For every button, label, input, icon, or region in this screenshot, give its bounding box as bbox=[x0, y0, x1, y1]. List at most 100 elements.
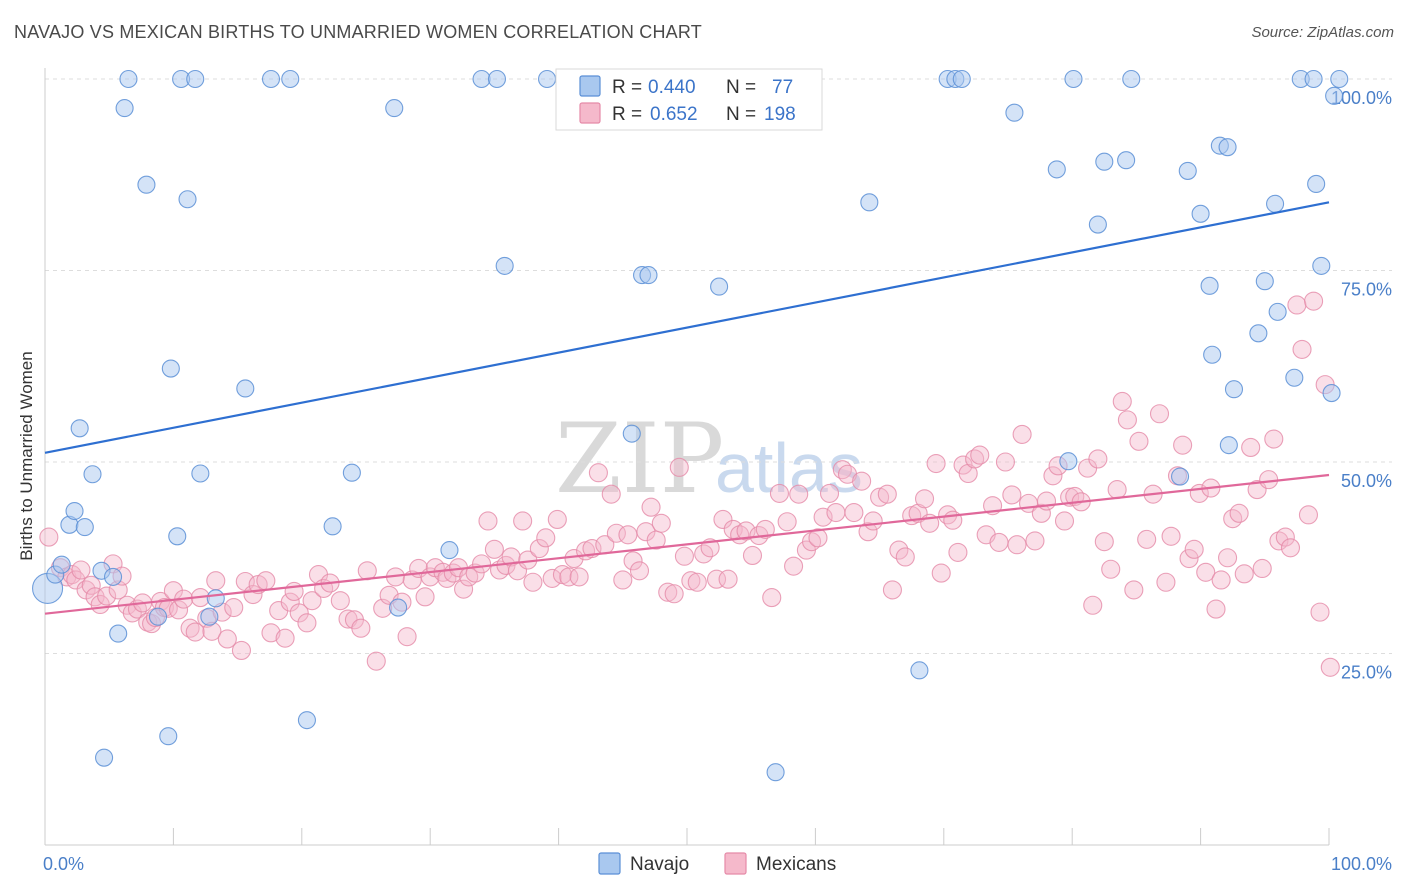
stats-mexicans-r-value: 0.652 bbox=[650, 104, 698, 125]
mexicans-point-164 bbox=[1007, 535, 1027, 555]
navajo-point-5 bbox=[70, 419, 89, 438]
mexicans-point-179 bbox=[1094, 532, 1114, 552]
navajo-point-43 bbox=[766, 763, 785, 782]
navajo-point-70 bbox=[1285, 368, 1304, 387]
x-tick-labels: 0.0% 100.0% bbox=[43, 854, 1392, 874]
mexicans-point-177 bbox=[1083, 595, 1103, 615]
mexicans-point-109 bbox=[669, 457, 689, 477]
navajo-point-12 bbox=[115, 99, 134, 118]
mexicans-point-123 bbox=[755, 519, 775, 539]
navajo-point-68 bbox=[1266, 194, 1285, 213]
mexicans-point-84 bbox=[523, 572, 543, 592]
mexicans-point-192 bbox=[1173, 435, 1193, 455]
mexicans-point-7 bbox=[81, 575, 101, 595]
mexicans-point-157 bbox=[965, 449, 985, 469]
x-tick-label-1: 100.0% bbox=[1331, 854, 1392, 874]
chart-source: Source: ZipAtlas.com bbox=[1251, 24, 1394, 41]
navajo-point-66 bbox=[1249, 324, 1268, 343]
mexicans-point-185 bbox=[1129, 431, 1149, 451]
navajo-point-42 bbox=[710, 277, 729, 296]
y-tick-label-2: 75.0% bbox=[1341, 280, 1392, 300]
navajo-point-18 bbox=[168, 527, 187, 546]
navajo-point-56 bbox=[1122, 69, 1141, 89]
mexicans-point-101 bbox=[623, 551, 643, 571]
mexicans-point-142 bbox=[877, 484, 897, 504]
watermark-zip: ZIP bbox=[555, 403, 724, 515]
mexicans-point-193 bbox=[1179, 548, 1199, 569]
mexicans-point-62 bbox=[397, 627, 417, 647]
stats-navajo-r-label: R = bbox=[612, 77, 642, 98]
mexicans-point-213 bbox=[1292, 339, 1312, 359]
navajo-point-45 bbox=[910, 661, 929, 680]
y-tick-label-3: 100.0% bbox=[1331, 88, 1392, 108]
navajo-point-60 bbox=[1200, 276, 1219, 295]
mexicans-point-111 bbox=[681, 571, 701, 591]
navajo-point-50 bbox=[1047, 160, 1066, 179]
mexicans-point-165 bbox=[1012, 424, 1032, 444]
mexicans-point-124 bbox=[762, 588, 782, 608]
mexicans-point-128 bbox=[789, 484, 809, 504]
mexicans-point-85 bbox=[529, 539, 549, 559]
mexicans-point-55 bbox=[351, 618, 371, 638]
navajo-point-73 bbox=[1307, 174, 1326, 193]
mexicans-point-138 bbox=[852, 471, 872, 491]
navajo-point-15 bbox=[148, 607, 168, 626]
navajo-point-55 bbox=[1117, 151, 1136, 170]
mexicans-point-107 bbox=[658, 582, 678, 602]
mexicans-point-110 bbox=[674, 546, 694, 566]
mexicans-point-116 bbox=[713, 509, 733, 530]
y-tick-labels: 25.0% 50.0% 75.0% 100.0% bbox=[1331, 88, 1392, 683]
navajo-point-51 bbox=[1059, 452, 1078, 471]
mexicans-point-117 bbox=[718, 569, 738, 589]
navajo-point-27 bbox=[281, 69, 300, 89]
navajo-point-14 bbox=[137, 175, 156, 194]
navajo-point-54 bbox=[1095, 152, 1114, 171]
navajo-point-10 bbox=[104, 567, 123, 586]
mexicans-point-161 bbox=[989, 532, 1009, 552]
mexicans-point-106 bbox=[651, 513, 671, 533]
mexicans-point-126 bbox=[777, 512, 797, 532]
navajo-trend-line bbox=[44, 201, 1330, 454]
bottom-legend: Navajo Mexicans bbox=[598, 852, 836, 875]
navajo-point-35 bbox=[487, 69, 507, 89]
mexicans-point-148 bbox=[914, 489, 935, 509]
mexicans-point-27 bbox=[180, 618, 200, 638]
mexicans-point-183 bbox=[1117, 410, 1137, 430]
mexicans-point-200 bbox=[1218, 548, 1238, 568]
mexicans-point-76 bbox=[478, 511, 498, 531]
legend-navajo-swatch bbox=[598, 852, 621, 875]
mexicans-point-35 bbox=[224, 597, 244, 618]
mexicans-point-36 bbox=[231, 640, 252, 660]
mexicans-trend-line bbox=[44, 473, 1330, 615]
mexicans-point-99 bbox=[613, 570, 633, 590]
mexicans-point-182 bbox=[1112, 391, 1132, 412]
stats-navajo-r-value: 0.440 bbox=[648, 77, 696, 98]
navajo-point-29 bbox=[323, 517, 342, 536]
watermark: ZIP atlas bbox=[555, 403, 863, 515]
mexicans-point-40 bbox=[256, 571, 276, 591]
navajo-point-4 bbox=[65, 501, 84, 521]
mexicans-point-163 bbox=[1002, 485, 1022, 505]
stats-mexicans-n-label: N = bbox=[726, 104, 756, 125]
mexicans-point-158 bbox=[970, 445, 990, 465]
mexicans-point-194 bbox=[1184, 539, 1204, 559]
navajo-point-64 bbox=[1219, 436, 1238, 455]
mexicans-point-4 bbox=[66, 570, 86, 590]
legend-navajo-label: Navajo bbox=[630, 854, 689, 875]
y-tick-label-0: 25.0% bbox=[1341, 663, 1392, 683]
mexicans-point-203 bbox=[1234, 564, 1254, 584]
mexicans-point-172 bbox=[1054, 511, 1075, 531]
mexicans-point-214 bbox=[1298, 505, 1319, 525]
navajo-point-58 bbox=[1178, 161, 1197, 180]
navajo-point-33 bbox=[440, 541, 459, 560]
mexicans-point-169 bbox=[1036, 491, 1057, 511]
navajo-point-67 bbox=[1255, 272, 1274, 291]
navajo-point-24 bbox=[206, 589, 225, 608]
navajo-point-75 bbox=[1322, 384, 1341, 403]
navajo-point-36 bbox=[495, 256, 514, 275]
navajo-point-11 bbox=[109, 624, 128, 643]
navajo-point-48 bbox=[952, 69, 971, 89]
mexicans-point-97 bbox=[601, 484, 621, 504]
mexicans-point-162 bbox=[995, 452, 1015, 472]
mexicans-point-145 bbox=[895, 547, 915, 567]
